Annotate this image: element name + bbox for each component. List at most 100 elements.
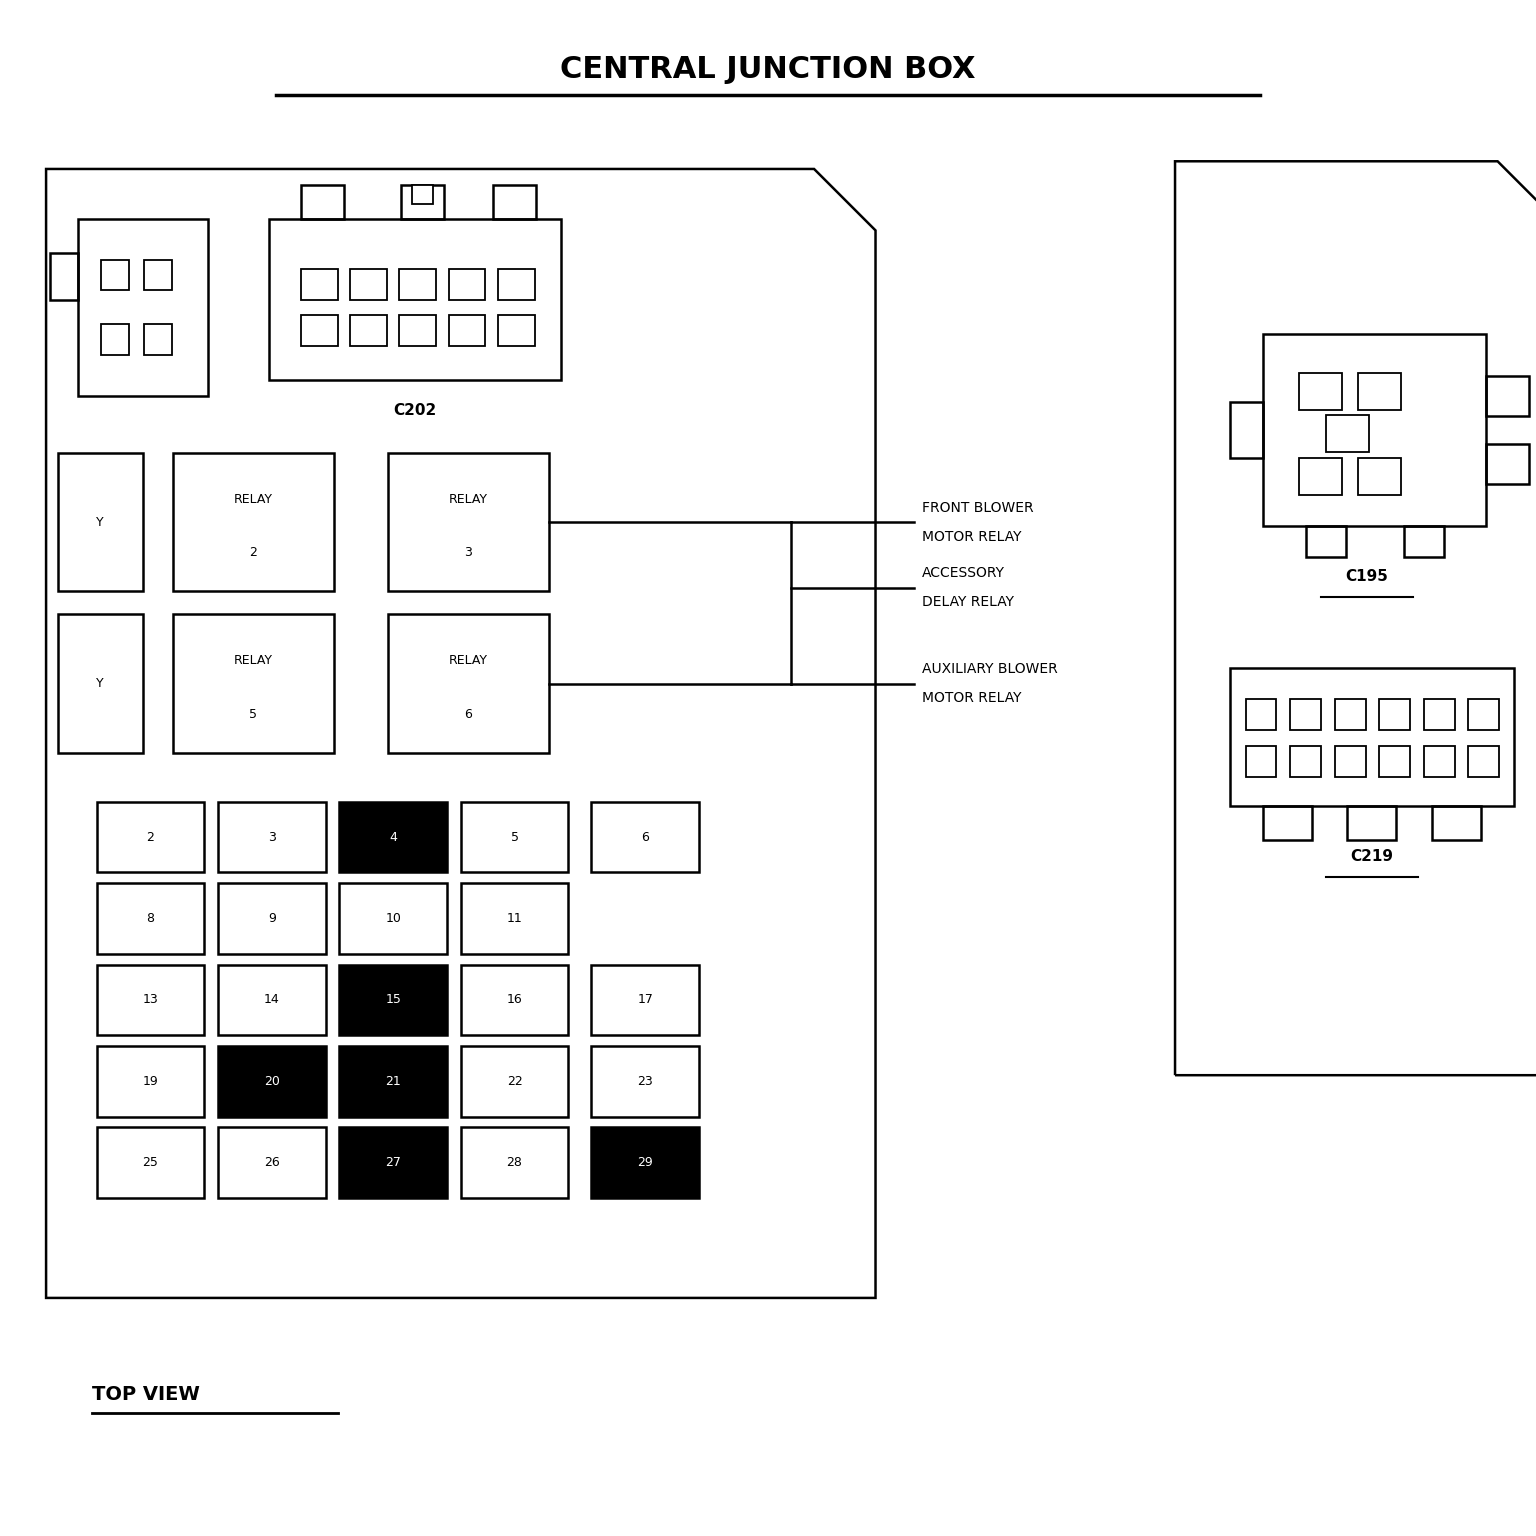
Bar — [97, 883, 204, 954]
Text: ACCESSORY: ACCESSORY — [922, 565, 1005, 579]
Bar — [172, 614, 335, 753]
Bar — [144, 260, 172, 290]
Bar — [144, 324, 172, 355]
Bar — [1246, 699, 1276, 730]
Text: 14: 14 — [264, 994, 280, 1006]
Bar — [461, 802, 568, 872]
Bar — [1347, 806, 1396, 840]
Text: 11: 11 — [507, 912, 522, 925]
Bar — [339, 1046, 447, 1117]
Bar — [498, 315, 535, 346]
Bar — [387, 453, 550, 591]
Bar — [101, 324, 129, 355]
Bar — [301, 269, 338, 300]
Text: 2: 2 — [249, 547, 258, 559]
Bar — [301, 184, 344, 218]
Bar — [1246, 746, 1276, 777]
Text: TOP VIEW: TOP VIEW — [92, 1385, 200, 1404]
Bar — [461, 883, 568, 954]
Bar — [58, 453, 143, 591]
Bar — [1229, 668, 1514, 806]
Text: 20: 20 — [264, 1075, 280, 1087]
Bar — [218, 802, 326, 872]
Text: RELAY: RELAY — [449, 493, 488, 505]
Text: 6: 6 — [641, 831, 650, 843]
Bar — [77, 220, 209, 396]
Text: C202: C202 — [393, 402, 436, 418]
Bar — [339, 965, 447, 1035]
Bar — [218, 1046, 326, 1117]
Bar — [1379, 699, 1410, 730]
Text: RELAY: RELAY — [449, 654, 488, 667]
Bar — [399, 315, 436, 346]
Bar — [350, 315, 387, 346]
Text: 21: 21 — [386, 1075, 401, 1087]
Bar — [1229, 402, 1263, 458]
Text: 25: 25 — [143, 1157, 158, 1169]
Bar — [461, 1127, 568, 1198]
Text: C195: C195 — [1346, 570, 1389, 584]
Text: RELAY: RELAY — [233, 493, 273, 505]
Text: 28: 28 — [507, 1157, 522, 1169]
Text: 22: 22 — [507, 1075, 522, 1087]
Bar — [1424, 699, 1455, 730]
Bar — [399, 269, 436, 300]
Text: 29: 29 — [637, 1157, 653, 1169]
Bar — [1379, 746, 1410, 777]
Text: 26: 26 — [264, 1157, 280, 1169]
Bar — [461, 965, 568, 1035]
Bar — [339, 802, 447, 872]
Bar — [172, 453, 335, 591]
Bar — [49, 253, 77, 300]
Text: FRONT BLOWER: FRONT BLOWER — [922, 501, 1034, 515]
Text: 6: 6 — [464, 708, 473, 720]
Bar — [350, 269, 387, 300]
Bar — [1485, 376, 1528, 416]
Bar — [97, 1046, 204, 1117]
Text: Y: Y — [97, 516, 103, 528]
Text: 15: 15 — [386, 994, 401, 1006]
Bar — [218, 965, 326, 1035]
Bar — [449, 315, 485, 346]
Text: MOTOR RELAY: MOTOR RELAY — [922, 530, 1021, 544]
Bar — [493, 184, 536, 218]
Bar — [58, 614, 143, 753]
Text: MOTOR RELAY: MOTOR RELAY — [922, 691, 1021, 705]
Bar — [269, 218, 561, 379]
Bar — [101, 260, 129, 290]
Text: 9: 9 — [267, 912, 276, 925]
Text: C219: C219 — [1350, 849, 1393, 865]
Text: 16: 16 — [507, 994, 522, 1006]
Bar — [1299, 373, 1342, 410]
Bar — [1326, 415, 1369, 452]
Text: 2: 2 — [146, 831, 155, 843]
Bar — [498, 269, 535, 300]
Bar — [1424, 746, 1455, 777]
Text: 5: 5 — [510, 831, 519, 843]
Bar — [1299, 458, 1342, 495]
Text: 5: 5 — [249, 708, 258, 720]
Bar — [412, 186, 433, 204]
Bar — [1263, 806, 1312, 840]
Text: RELAY: RELAY — [233, 654, 273, 667]
Bar — [591, 1127, 699, 1198]
Bar — [339, 883, 447, 954]
Bar — [1306, 525, 1346, 558]
Bar — [387, 614, 550, 753]
Text: 23: 23 — [637, 1075, 653, 1087]
Bar — [1432, 806, 1481, 840]
Bar — [591, 965, 699, 1035]
Bar — [97, 1127, 204, 1198]
Text: 17: 17 — [637, 994, 653, 1006]
Bar — [401, 184, 444, 218]
Text: DELAY RELAY: DELAY RELAY — [922, 594, 1014, 610]
Text: CENTRAL JUNCTION BOX: CENTRAL JUNCTION BOX — [561, 55, 975, 83]
Text: 8: 8 — [146, 912, 155, 925]
Text: 3: 3 — [267, 831, 276, 843]
Bar — [591, 1046, 699, 1117]
Text: 3: 3 — [464, 547, 473, 559]
Bar — [1263, 335, 1487, 525]
Bar — [218, 883, 326, 954]
Bar — [301, 315, 338, 346]
Bar — [1404, 525, 1444, 558]
